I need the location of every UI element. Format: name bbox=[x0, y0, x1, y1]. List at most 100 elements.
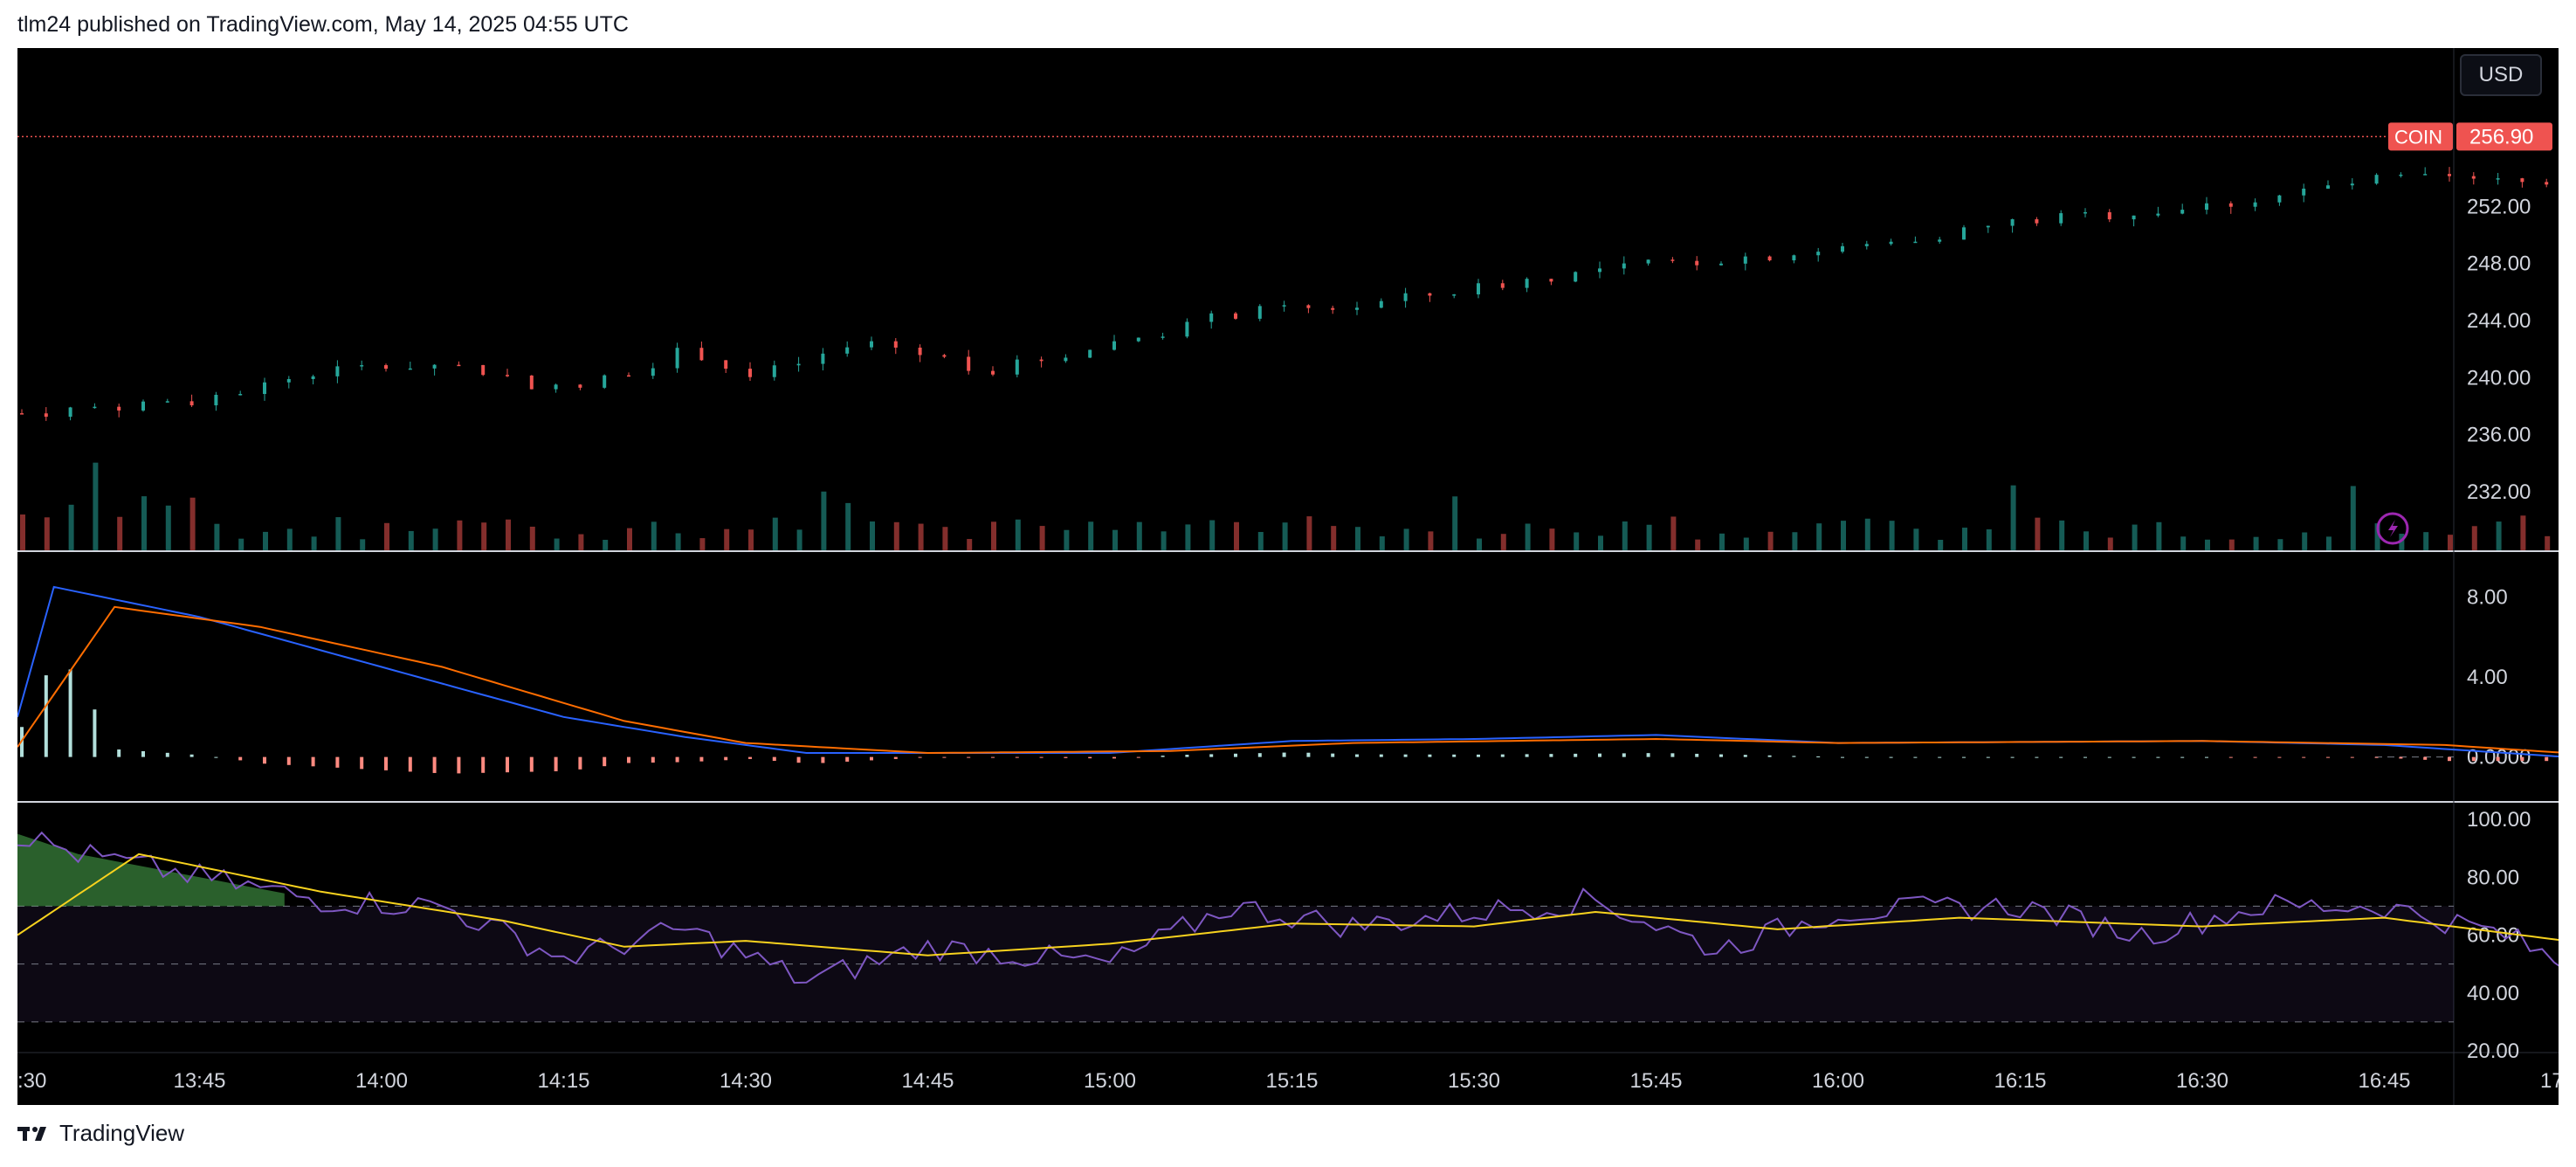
candle-body bbox=[1889, 241, 1893, 245]
candle-body bbox=[1525, 279, 1529, 288]
candle-body bbox=[2132, 215, 2136, 220]
macd-histogram-bar bbox=[2156, 756, 2160, 758]
volume-bar bbox=[1452, 496, 1458, 550]
candle-body bbox=[2228, 203, 2233, 207]
volume-bar bbox=[1379, 536, 1385, 550]
macd-histogram-bar bbox=[2084, 756, 2087, 758]
candle-body bbox=[1841, 245, 1844, 252]
currency-button[interactable]: USD bbox=[2460, 54, 2542, 96]
candle-body bbox=[1161, 336, 1165, 338]
chart-area[interactable]: COIN 256.90 252.00 248.00 244.00 240.00 236.00… bbox=[17, 48, 2559, 1105]
volume-bar bbox=[2399, 534, 2405, 550]
candle-body bbox=[2399, 174, 2403, 176]
macd-histogram-bar bbox=[1428, 754, 1432, 757]
volume-bar bbox=[1088, 521, 1094, 550]
candle-body bbox=[2520, 178, 2524, 183]
macd-histogram-bar bbox=[141, 750, 145, 757]
macd-histogram-bar bbox=[68, 669, 72, 757]
volume-bar bbox=[1161, 531, 1167, 550]
candle-body bbox=[1792, 255, 1796, 261]
volume-bar bbox=[772, 517, 778, 550]
candle-body bbox=[1428, 293, 1432, 296]
volume-bar bbox=[1209, 520, 1216, 550]
macd-histogram-bar bbox=[2471, 756, 2476, 762]
candle-body bbox=[1379, 300, 1383, 308]
chart-svg[interactable]: COIN 256.90 252.00 248.00 244.00 240.00 236.00… bbox=[17, 48, 2559, 1105]
macd-line bbox=[17, 585, 2559, 758]
lightning-icon-bolt bbox=[2388, 520, 2398, 537]
candle-body bbox=[1986, 225, 1990, 228]
rsi-axis-tick: 20.00 bbox=[2467, 1039, 2519, 1063]
macd-histogram-bar bbox=[1185, 755, 1189, 757]
macd-histogram-bar bbox=[2399, 756, 2403, 759]
volume-bar bbox=[2423, 532, 2429, 550]
volume-bar bbox=[408, 530, 414, 550]
volume-bar bbox=[627, 528, 632, 550]
volume-bar bbox=[651, 521, 657, 550]
rsi-axis-tick: 40.00 bbox=[2467, 982, 2519, 1005]
macd-histogram-bar bbox=[2253, 756, 2257, 758]
volume-bar bbox=[214, 523, 220, 550]
macd-histogram-bar bbox=[481, 756, 486, 773]
volume-bar bbox=[165, 505, 171, 550]
macd-histogram-bar bbox=[2132, 756, 2136, 758]
volume-bar bbox=[1234, 521, 1239, 550]
macd-histogram-bar bbox=[286, 756, 291, 765]
macd-histogram-bar bbox=[796, 756, 801, 763]
candle-body bbox=[675, 348, 679, 369]
price-axis-tick: 244.00 bbox=[2467, 309, 2531, 333]
macd-histogram-bar bbox=[627, 756, 630, 763]
macd-histogram-bar bbox=[603, 756, 607, 767]
macd-histogram-bar bbox=[699, 756, 704, 762]
volume-bar bbox=[141, 496, 147, 550]
candle-body bbox=[1646, 259, 1650, 264]
macd-histogram-bar bbox=[2010, 756, 2015, 758]
time-axis-tick: 15:45 bbox=[1629, 1069, 1682, 1093]
candle-body bbox=[1452, 294, 1457, 296]
candle-body bbox=[1039, 359, 1043, 362]
macd-histogram-bar bbox=[1841, 756, 1844, 758]
volume-bar bbox=[1938, 539, 1944, 550]
volume-bar bbox=[2059, 520, 2065, 550]
volume-bar bbox=[724, 528, 730, 550]
macd-histogram-bar bbox=[238, 756, 243, 761]
macd-histogram-bar bbox=[1719, 754, 1723, 757]
macd-histogram-bar bbox=[578, 756, 582, 770]
macd-axis-tick: 8.00 bbox=[2467, 585, 2508, 609]
volume-bar bbox=[2448, 535, 2453, 550]
volume-bar bbox=[1112, 529, 1118, 550]
candle-body bbox=[2448, 174, 2451, 176]
volume-bar bbox=[2545, 535, 2551, 550]
candle-body bbox=[821, 353, 825, 364]
candle-body bbox=[408, 368, 412, 370]
macd-histogram-bar bbox=[44, 675, 48, 757]
candle-body bbox=[1234, 313, 1237, 319]
time-axis-tick: 14:15 bbox=[537, 1069, 589, 1093]
macd-histogram-bar bbox=[651, 756, 655, 763]
candle-body bbox=[1598, 268, 1601, 273]
candle-body bbox=[1477, 283, 1480, 295]
macd-histogram-bar bbox=[311, 756, 315, 767]
volume-bar bbox=[1719, 533, 1725, 550]
candle-body bbox=[1331, 307, 1335, 310]
candle-body bbox=[1574, 272, 1578, 282]
volume-bar bbox=[1695, 539, 1701, 550]
macd-histogram-bar bbox=[1816, 756, 1821, 758]
candle-body bbox=[554, 384, 558, 390]
macd-histogram-bar bbox=[117, 749, 121, 757]
volume-bar bbox=[1574, 532, 1580, 550]
candle-body bbox=[2156, 213, 2160, 216]
footer-brand[interactable]: TradingView bbox=[17, 1120, 184, 1147]
time-axis-tick: 17:00 bbox=[2540, 1069, 2559, 1093]
volume-bar bbox=[2326, 536, 2331, 550]
volume-bar bbox=[2374, 523, 2380, 550]
macd-histogram-bar bbox=[870, 756, 873, 761]
candle-body bbox=[578, 384, 582, 388]
candle-body bbox=[2277, 195, 2282, 203]
volume-bar bbox=[1864, 518, 1870, 550]
candle-body bbox=[238, 394, 243, 396]
candle-body bbox=[1355, 307, 1359, 310]
volume-bar bbox=[1598, 535, 1603, 550]
candle-body bbox=[1257, 306, 1262, 319]
volume-bar bbox=[1282, 522, 1288, 550]
